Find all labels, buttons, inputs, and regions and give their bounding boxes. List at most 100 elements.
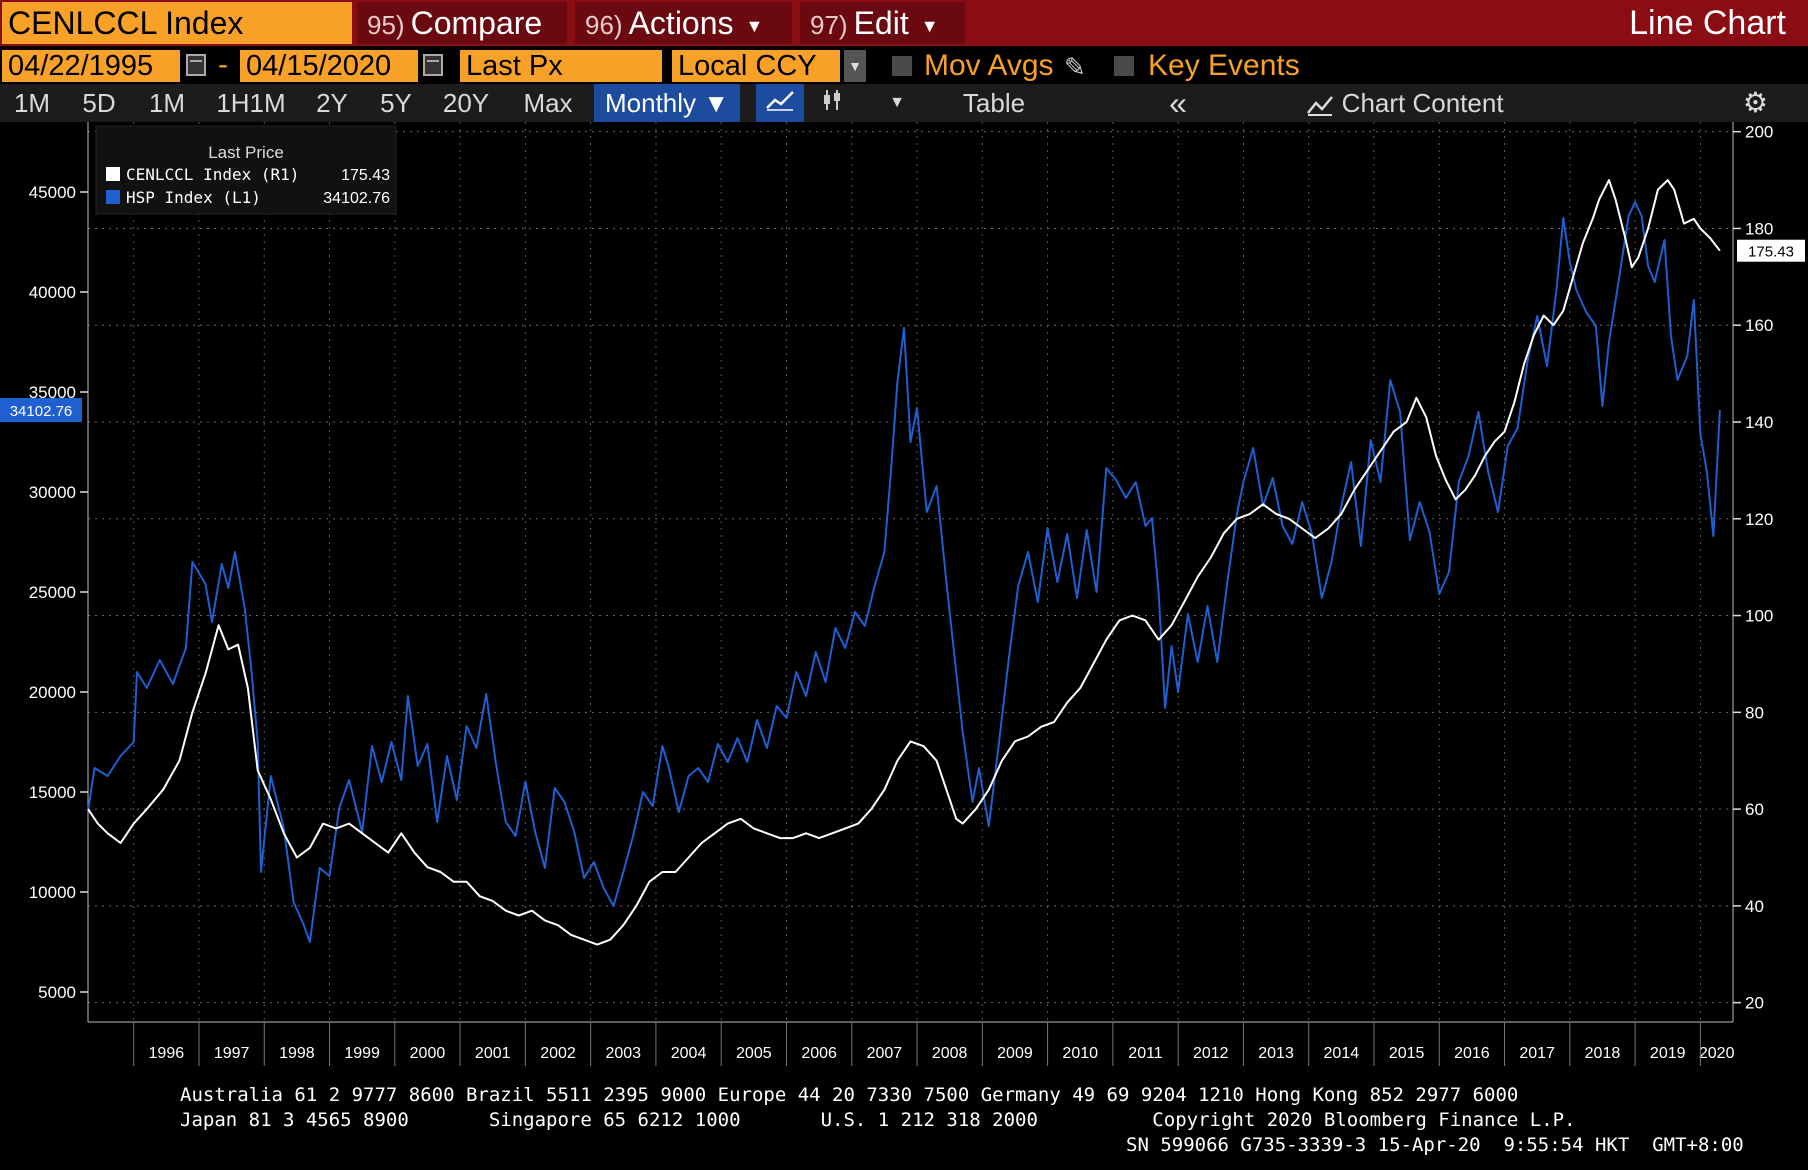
period-5d[interactable]: 5D xyxy=(82,88,116,118)
legend-swatch xyxy=(106,167,120,181)
compare-button[interactable]: 95) Compare xyxy=(357,2,567,44)
left-axis-tick-label: 30000 xyxy=(29,483,76,502)
x-axis-tick-label: 2006 xyxy=(801,1045,837,1062)
legend-entry-name: CENLCCL Index (R1) xyxy=(126,165,299,184)
chart-content-icon xyxy=(1306,88,1341,118)
period-1h1m[interactable]: 1H1M xyxy=(216,88,286,118)
edit-shortcut: 97) xyxy=(810,10,848,40)
line-chart-icon[interactable] xyxy=(756,84,804,122)
mov-avgs-checkbox[interactable] xyxy=(892,56,912,76)
pencil-icon[interactable]: ✎ xyxy=(1064,52,1086,82)
chevron-down-icon[interactable]: ▼ xyxy=(844,50,866,82)
start-date-field[interactable]: 04/22/1995 xyxy=(2,50,180,82)
footer-contacts-2: Japan 81 3 4565 8900 Singapore 65 6212 1… xyxy=(180,1109,1576,1131)
right-axis-tick-label: 80 xyxy=(1745,703,1764,722)
legend-entry-value: 34102.76 xyxy=(323,190,390,207)
period-5y[interactable]: 5Y xyxy=(380,88,412,118)
x-axis-tick-label: 2003 xyxy=(605,1045,641,1062)
settings-bar: 04/22/1995 - 04/15/2020 Last Px Local CC… xyxy=(0,46,1808,84)
currency-select[interactable]: Local CCY xyxy=(672,50,840,82)
x-axis-tick-label: 1997 xyxy=(214,1045,250,1062)
period-2y[interactable]: 2Y xyxy=(316,88,348,118)
x-axis-tick-label: 2012 xyxy=(1193,1045,1229,1062)
key-events-label: Key Events xyxy=(1148,49,1300,82)
ticker-field[interactable]: CENLCCL Index xyxy=(2,2,352,44)
x-axis-tick-label: 1996 xyxy=(149,1045,185,1062)
hsp-index-series xyxy=(87,201,1721,943)
right-axis-tick-label: 200 xyxy=(1745,123,1773,142)
x-axis-tick-label: 2015 xyxy=(1389,1045,1425,1062)
title-bar: CENLCCL Index 95) Compare 96) Actions ▼ 97)… xyxy=(0,0,1808,46)
edit-label: Edit xyxy=(853,5,909,41)
period-toolbar: 1M 5D 1M 1H1M 2Y 5Y 20Y Max Monthly ▼ ▼ … xyxy=(0,84,1808,122)
calendar-icon[interactable] xyxy=(186,54,206,76)
period-20y[interactable]: 20Y xyxy=(442,88,490,118)
left-axis-tick-label: 5000 xyxy=(38,983,76,1002)
x-axis-tick-label: 2016 xyxy=(1454,1045,1490,1062)
x-axis-tick-label: 2007 xyxy=(867,1045,903,1062)
last-value-right-label: 175.43 xyxy=(1748,244,1794,261)
right-axis-tick-label: 160 xyxy=(1745,316,1773,335)
x-axis-tick-label: 2020 xyxy=(1699,1045,1735,1062)
x-axis-tick-label: 1998 xyxy=(279,1045,315,1062)
edit-button[interactable]: 97) Edit ▼ xyxy=(800,2,965,44)
right-axis-tick-label: 40 xyxy=(1745,897,1764,916)
right-axis-tick-label: 120 xyxy=(1745,510,1773,529)
actions-button[interactable]: 96) Actions ▼ xyxy=(575,2,792,44)
legend-entry-value: 175.43 xyxy=(341,167,390,184)
right-axis-tick-label: 180 xyxy=(1745,219,1773,238)
chart-content-label: Chart Content xyxy=(1341,88,1504,118)
left-axis-tick-label: 35000 xyxy=(29,383,76,402)
table-button[interactable]: Table xyxy=(962,88,1026,118)
right-axis-tick-label: 60 xyxy=(1745,800,1764,819)
footer-session: SN 599066 G735-3339-3 15-Apr-20 9:55:54 … xyxy=(1126,1134,1744,1156)
candlestick-icon[interactable] xyxy=(812,84,852,122)
x-axis-tick-label: 2005 xyxy=(736,1045,772,1062)
x-axis-tick-label: 2009 xyxy=(997,1045,1033,1062)
price-field-select[interactable]: Last Px xyxy=(460,50,662,82)
x-axis-tick-label: 2010 xyxy=(1062,1045,1098,1062)
compare-label: Compare xyxy=(410,5,543,41)
last-value-flag-left xyxy=(0,398,82,422)
legend-box xyxy=(95,125,397,215)
legend-entry-name: HSP Index (L1) xyxy=(126,188,261,207)
x-axis-tick-label: 2017 xyxy=(1519,1045,1555,1062)
calendar-icon[interactable] xyxy=(423,54,443,76)
right-axis-tick-label: 100 xyxy=(1745,607,1773,626)
chart-legend: Last Price CENLCCL Index (R1) 175.43 HSP In… xyxy=(95,125,397,215)
x-axis-tick-label: 2019 xyxy=(1650,1045,1686,1062)
right-axis-tick-label: 140 xyxy=(1745,413,1773,432)
x-axis-tick-label: 2001 xyxy=(475,1045,511,1062)
mov-avgs-label: Mov Avgs xyxy=(924,49,1054,82)
end-date-field[interactable]: 04/15/2020 xyxy=(240,50,418,82)
frequency-dropdown[interactable]: Monthly ▼ xyxy=(594,84,740,122)
x-axis-tick-label: 2013 xyxy=(1258,1045,1294,1062)
gear-icon[interactable]: ⚙ xyxy=(1742,87,1768,118)
line-chart[interactable]: 5000 10000 15000 20000 25000 30000 35000 40000 4… xyxy=(0,122,1808,1072)
last-value-left-label: 34102.76 xyxy=(10,403,73,420)
right-axis-tick-label: 20 xyxy=(1745,994,1764,1013)
left-axis-tick-label: 40000 xyxy=(29,283,76,302)
x-axis-tick-label: 1999 xyxy=(344,1045,380,1062)
legend-title: Last Price xyxy=(208,143,284,162)
left-axis-tick-label: 25000 xyxy=(29,583,76,602)
chart-type-title: Line Chart xyxy=(1629,4,1786,42)
period-max[interactable]: Max xyxy=(523,88,573,118)
key-events-checkbox[interactable] xyxy=(1114,56,1134,76)
actions-shortcut: 96) xyxy=(585,10,623,40)
left-axis-tick-label: 20000 xyxy=(29,683,76,702)
x-axis-tick-label: 2014 xyxy=(1324,1045,1360,1062)
last-value-flag-right xyxy=(1737,239,1805,262)
period-1m-b[interactable]: 1M xyxy=(148,88,186,118)
chevron-down-icon: ▼ xyxy=(920,15,939,36)
chart-content-button[interactable]: Chart Content xyxy=(1290,84,1520,122)
x-axis-tick-label: 2004 xyxy=(671,1045,707,1062)
x-axis-tick-label: 2008 xyxy=(932,1045,968,1062)
collapse-icon[interactable]: « xyxy=(1169,85,1187,121)
x-axis-tick-label: 2018 xyxy=(1585,1045,1621,1062)
compare-shortcut: 95) xyxy=(367,10,405,40)
left-axis-tick-label: 15000 xyxy=(29,783,76,802)
period-1m[interactable]: 1M xyxy=(13,88,51,118)
chevron-down-icon[interactable]: ▼ xyxy=(889,94,905,111)
cenlccl-index-series xyxy=(87,179,1721,946)
